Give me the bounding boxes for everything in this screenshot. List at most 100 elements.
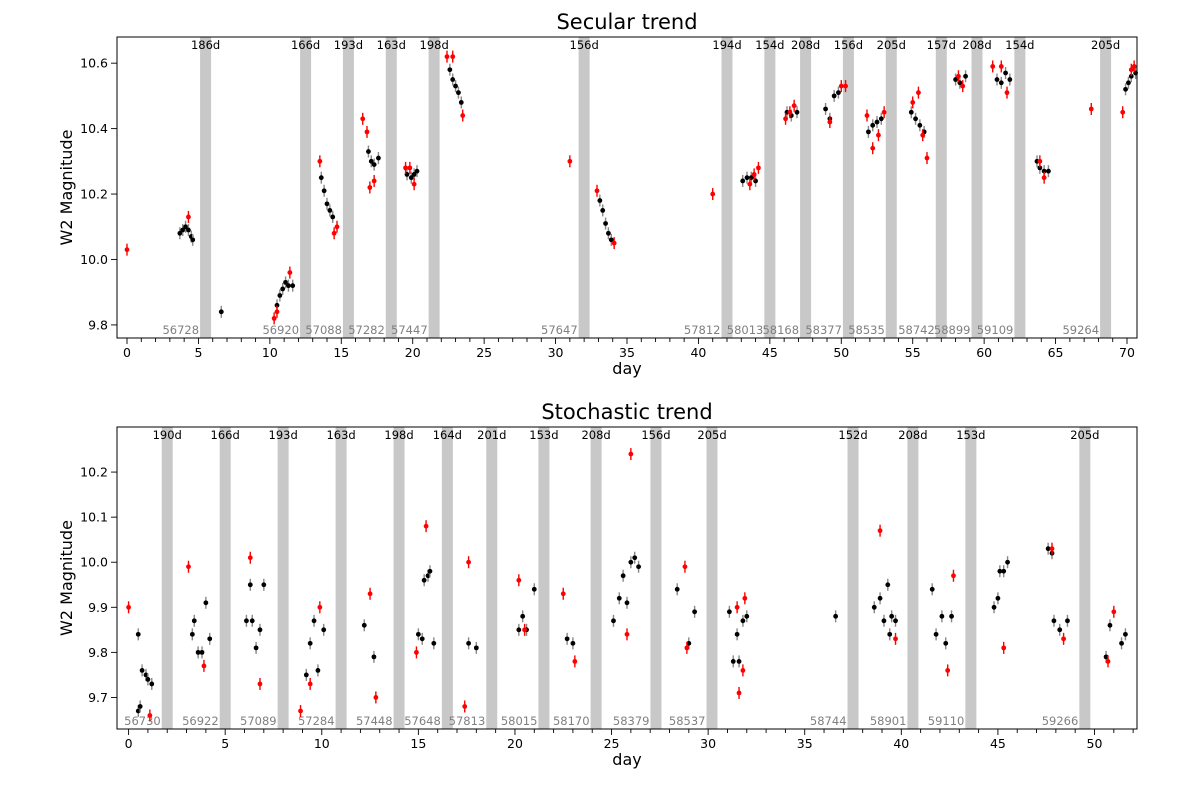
gap-mjd-label: 59266 xyxy=(1042,714,1079,728)
data-point xyxy=(315,668,321,673)
gap-mjd-label: 57089 xyxy=(240,714,277,728)
gap-duration-label: 164d xyxy=(433,428,462,442)
gap-band xyxy=(971,37,983,338)
gap-mjd-label: 56730 xyxy=(124,714,161,728)
gap-mjd-label: 59264 xyxy=(1062,323,1099,337)
data-point xyxy=(726,609,732,615)
data-point-red xyxy=(990,64,996,69)
data-point xyxy=(149,681,155,687)
gap-band xyxy=(300,37,312,338)
data-point xyxy=(311,618,317,624)
data-point-red xyxy=(274,309,280,315)
gap-mjd-label: 59110 xyxy=(928,714,965,728)
x-tick-label: 5 xyxy=(221,736,229,751)
data-point-red xyxy=(682,564,688,570)
gap-duration-label: 153d xyxy=(529,428,558,442)
x-axis-label: day xyxy=(612,359,641,378)
data-point xyxy=(415,631,421,637)
gap-band xyxy=(1100,37,1112,338)
y-tick-label: 10.2 xyxy=(80,187,108,202)
data-point-red xyxy=(1037,158,1043,164)
gap-duration-label: 153d xyxy=(956,428,985,442)
data-point xyxy=(939,613,945,619)
data-point-red xyxy=(877,528,883,534)
data-point xyxy=(878,116,884,122)
data-point xyxy=(286,283,291,289)
gap-duration-label: 152d xyxy=(838,428,867,442)
x-tick-label: 35 xyxy=(619,345,635,360)
data-point xyxy=(1005,559,1010,565)
data-point xyxy=(995,595,1001,601)
data-point xyxy=(456,90,461,96)
gap-band xyxy=(842,37,854,338)
data-point xyxy=(1119,640,1124,646)
data-point xyxy=(616,595,622,601)
x-tick-label: 0 xyxy=(123,345,131,360)
data-point xyxy=(1128,73,1134,79)
data-point xyxy=(247,582,253,588)
plot-frame xyxy=(116,426,1138,730)
data-point-red xyxy=(257,681,263,687)
gap-band xyxy=(721,37,733,338)
data-point xyxy=(207,636,213,642)
y-tick-label: 10.4 xyxy=(80,121,108,136)
data-point xyxy=(736,658,742,664)
data-point-red xyxy=(736,690,742,696)
data-point xyxy=(564,636,570,642)
data-point-red xyxy=(740,668,746,673)
gap-mjd-label: 56922 xyxy=(182,714,219,728)
x-tick-label: 40 xyxy=(690,345,706,360)
gap-band xyxy=(219,427,231,729)
gap-mjd-label: 58170 xyxy=(553,714,590,728)
data-point xyxy=(1037,165,1043,171)
data-point xyxy=(408,175,414,181)
data-point-red xyxy=(924,155,930,161)
data-point xyxy=(411,172,417,177)
gap-band xyxy=(907,427,919,729)
gap-band xyxy=(847,427,859,729)
data-point xyxy=(180,227,186,233)
chart-panel-1: Secular trend 186d 56728 166d 56920 193d 57088… xyxy=(57,10,1138,378)
gap-band xyxy=(650,427,662,729)
data-point xyxy=(366,149,371,154)
data-point xyxy=(303,672,309,678)
data-point-red xyxy=(864,113,870,118)
gap-band xyxy=(764,37,776,338)
gap-mjd-label: 57647 xyxy=(541,323,578,337)
data-point-red xyxy=(307,681,313,687)
data-point xyxy=(1001,568,1007,574)
gap-band xyxy=(335,427,347,729)
data-point-red xyxy=(791,103,797,109)
data-point xyxy=(933,631,939,637)
chart-title: Secular trend xyxy=(556,10,697,34)
data-point xyxy=(458,100,464,105)
data-point xyxy=(874,119,880,125)
data-point-red xyxy=(560,591,566,597)
gap-band xyxy=(578,37,590,338)
y-tick-label: 9.9 xyxy=(88,600,108,615)
gap-duration-label: 208d xyxy=(791,38,820,52)
gap-mjd-label: 58379 xyxy=(613,714,650,728)
data-point xyxy=(893,618,898,624)
data-point xyxy=(823,106,828,112)
data-point-red xyxy=(956,73,961,79)
data-point xyxy=(195,649,201,655)
gap-mjd-label: 57282 xyxy=(348,323,385,337)
gap-band xyxy=(965,427,977,729)
data-point-red xyxy=(951,573,956,579)
data-point xyxy=(327,208,333,213)
x-tick-label: 25 xyxy=(604,736,620,751)
data-point xyxy=(261,582,267,588)
data-point xyxy=(249,618,255,624)
data-point xyxy=(361,622,367,628)
data-point-red xyxy=(960,83,966,89)
data-point-red xyxy=(522,627,528,633)
data-point xyxy=(606,230,611,236)
data-point-red xyxy=(462,704,468,709)
gap-mjd-label: 57813 xyxy=(449,714,486,728)
data-point-red xyxy=(1128,67,1134,73)
data-point-red xyxy=(271,315,277,321)
data-point-red xyxy=(910,100,916,105)
data-point-red xyxy=(414,649,419,655)
data-point xyxy=(427,568,433,574)
